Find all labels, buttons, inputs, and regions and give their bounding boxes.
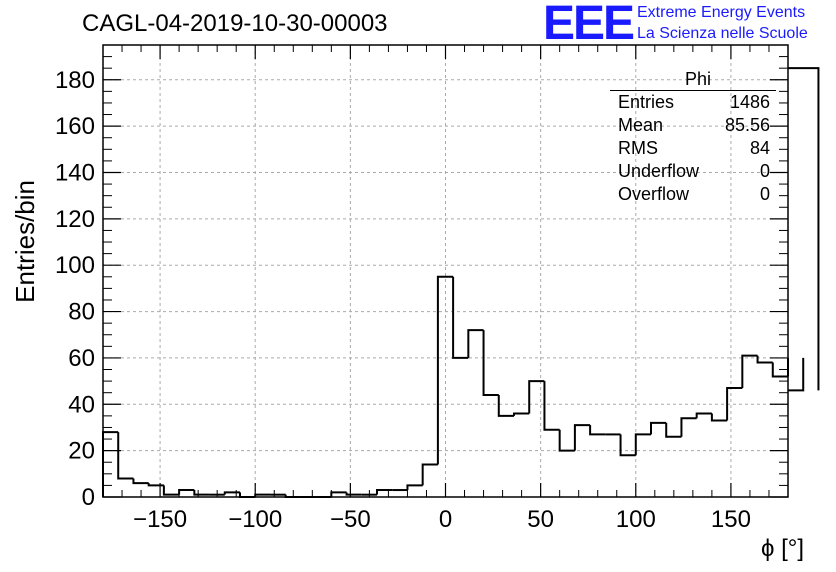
histogram-bin — [132, 478, 149, 485]
histogram-bin — [406, 484, 423, 491]
histogram-bin — [771, 362, 788, 378]
stats-row-rms: RMS 84 — [610, 137, 776, 160]
histogram-bin — [741, 354, 758, 389]
y-tick-label: 100 — [55, 252, 95, 279]
y-tick-label: 60 — [68, 345, 95, 372]
logo-line-1: Extreme Energy Events — [637, 4, 806, 21]
histogram-bin — [589, 425, 606, 436]
histogram-bin — [650, 421, 667, 435]
stats-box: Phi Entries 1486 Mean 85.56 RMS 84 Under… — [610, 68, 776, 206]
histogram-bin — [665, 422, 682, 438]
y-tick-label: 0 — [82, 484, 95, 511]
histogram-bin — [178, 489, 195, 495]
plot-title: CAGL-04-2019-10-30-00003 — [82, 10, 388, 37]
y-tick-label: 120 — [55, 206, 95, 233]
histogram-bin — [147, 483, 164, 487]
stats-label: Overflow — [618, 184, 690, 204]
x-tick-label: 50 — [527, 506, 554, 533]
histogram-bin — [102, 431, 119, 497]
stats-value: 85.56 — [724, 115, 770, 135]
stats-value: 84 — [749, 138, 770, 158]
histogram-bin — [117, 432, 134, 480]
histogram-bin — [695, 412, 712, 419]
tick-labels: −150 −100 −50 0 50 100 150 0 20 40 60 80 100 120 140 16… — [55, 67, 751, 533]
histogram-bin — [634, 433, 651, 456]
x-axis-label: ϕ [°] — [761, 535, 804, 562]
stats-value: 1486 — [729, 92, 770, 112]
stats-row-entries: Entries 1486 — [610, 91, 776, 114]
y-tick-label: 180 — [55, 67, 95, 94]
stats-label: Underflow — [618, 161, 700, 181]
histogram-bin — [345, 492, 362, 496]
histogram-bin — [788, 357, 805, 392]
histogram-bin — [788, 67, 820, 391]
stats-value: 0 — [759, 161, 770, 181]
eee-logo: EEE — [543, 0, 635, 50]
stats-row-mean: Mean 85.56 — [610, 114, 776, 137]
x-tick-label: −150 — [133, 506, 187, 533]
x-tick-label: 150 — [711, 506, 751, 533]
x-tick-label: 0 — [439, 506, 452, 533]
grid-lines — [103, 45, 788, 497]
histogram-bin — [726, 387, 743, 421]
x-tick-label: −100 — [228, 506, 282, 533]
histogram-bin — [193, 490, 210, 496]
histogram-bin — [436, 275, 454, 465]
histogram-bin — [162, 485, 180, 496]
histogram-bin — [756, 355, 773, 364]
histogram-bin — [223, 491, 240, 495]
histogram-bin — [619, 434, 636, 457]
histogram-bin — [710, 413, 728, 422]
y-tick-label: 80 — [68, 299, 95, 326]
stats-row-underflow: Underflow 0 — [610, 160, 776, 183]
histogram-bin — [513, 412, 530, 416]
histogram-bin — [558, 429, 575, 452]
histogram-bin — [376, 489, 393, 495]
histogram-bin — [467, 329, 484, 358]
histogram-bin — [421, 463, 438, 486]
x-tick-label: 100 — [616, 506, 656, 533]
histogram-bin — [482, 330, 499, 397]
y-tick-label: 40 — [68, 391, 95, 418]
stats-title: Phi — [610, 68, 776, 91]
histogram-bin — [528, 380, 545, 414]
x-tick-label: −50 — [330, 506, 371, 533]
stats-label: RMS — [618, 138, 658, 158]
y-tick-label: 20 — [68, 438, 95, 465]
y-axis-label: Entries/bin — [10, 180, 40, 303]
histogram-bin — [497, 395, 514, 417]
axis-ticks — [102, 45, 789, 498]
histogram-bin — [680, 417, 697, 437]
histogram-bin — [452, 276, 469, 359]
histogram-bin — [573, 424, 591, 451]
stats-value: 0 — [759, 184, 770, 204]
stats-label: Mean — [618, 115, 664, 135]
histogram-bin — [543, 381, 560, 431]
stats-label: Entries — [618, 92, 675, 112]
y-tick-label: 160 — [55, 113, 95, 140]
stats-row-overflow: Overflow 0 — [610, 183, 776, 206]
y-tick-label: 140 — [55, 159, 95, 186]
logo-line-2: La Scienza nelle Scuole — [637, 25, 808, 42]
